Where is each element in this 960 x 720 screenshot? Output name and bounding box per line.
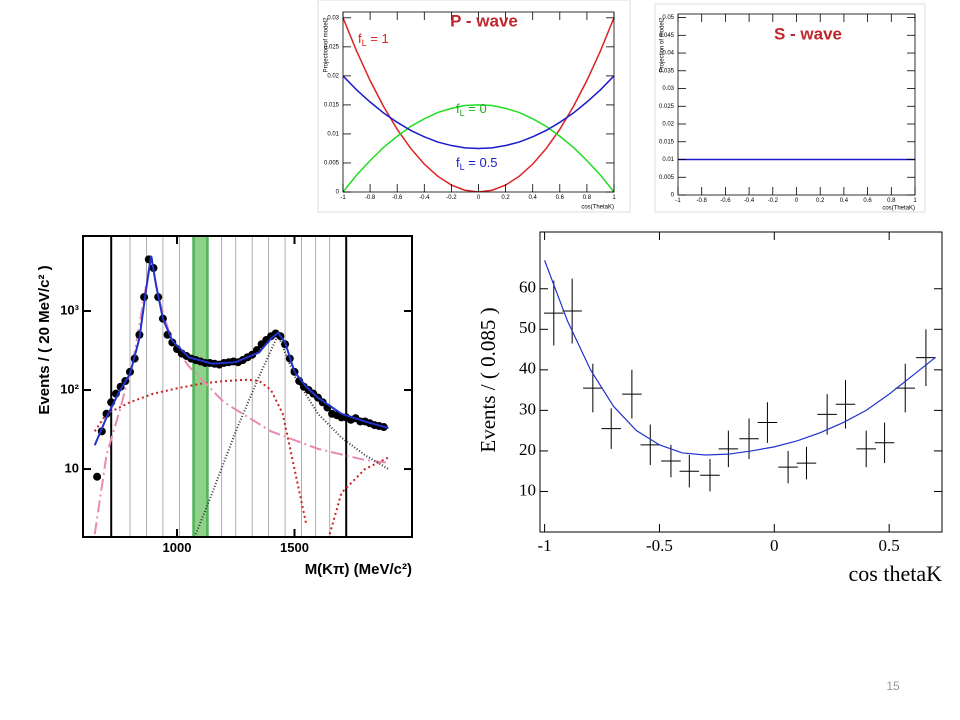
plot-area — [544, 260, 936, 492]
y-tick-label: 0.015 — [659, 139, 675, 145]
y-tick-label: 0.01 — [327, 132, 339, 138]
y-tick-label: 10 — [519, 480, 536, 499]
data-point — [93, 472, 102, 481]
curve — [343, 17, 614, 192]
curve — [328, 456, 389, 535]
x-tick-label: -1 — [675, 198, 681, 204]
annotation-main: f — [456, 155, 460, 170]
x-axis-label: cos thetaK — [849, 561, 943, 586]
y-axis-label: Events / ( 20 MeV/c² ) — [36, 265, 53, 414]
chart-title: S - wave — [774, 24, 842, 43]
plot-frame — [539, 231, 943, 533]
annotation-main: f — [456, 101, 460, 116]
y-tick-label: 60 — [519, 278, 536, 297]
y-tick-label: 0 — [336, 190, 340, 196]
curve — [93, 255, 389, 535]
x-tick-label: -0.5 — [646, 536, 673, 555]
x-tick-label: -1 — [340, 195, 346, 201]
x-tick-label: -0.8 — [365, 195, 376, 201]
page-number: 15 — [886, 679, 900, 693]
x-tick-label: 1 — [612, 195, 616, 201]
y-tick-label: 0.02 — [327, 73, 339, 79]
y-tick-label: 10³ — [60, 302, 79, 317]
y-tick-label: 0.035 — [659, 68, 675, 74]
x-tick-label: 1000 — [163, 540, 192, 555]
x-axis-label: cos(ThetaK) — [882, 206, 915, 212]
x-axis-label: M(Kπ) (MeV/c²) — [305, 561, 412, 578]
curve — [93, 255, 389, 446]
s-wave-canvas — [654, 3, 926, 213]
x-tick-label: -0.6 — [720, 198, 731, 204]
x-tick-label: 0.8 — [887, 198, 896, 204]
curve — [343, 75, 614, 150]
annotation-sub: L — [362, 38, 367, 48]
x-tick-label: 0.2 — [501, 195, 510, 201]
x-tick-label: 0.6 — [556, 195, 565, 201]
x-tick-label: 0.5 — [879, 536, 900, 555]
curve — [194, 332, 390, 535]
curve — [343, 104, 614, 192]
plot-area — [343, 17, 614, 192]
y-tick-label: 0.04 — [662, 51, 674, 57]
x-tick-label: 0.8 — [583, 195, 592, 201]
annotation-sub: L — [460, 162, 465, 172]
y-tick-label: 0.005 — [659, 175, 675, 181]
y-tick-label: 0.01 — [662, 157, 674, 163]
annotation-rest: = 0 — [465, 101, 487, 116]
plot-frame — [82, 235, 413, 538]
annotation: fL = 1 — [358, 31, 389, 48]
y-tick-label: 30 — [519, 399, 536, 418]
x-tick-label: 0 — [795, 198, 799, 204]
y-tick-label: 10² — [60, 381, 79, 396]
y-axis-label: Events / ( 0.085 ) — [476, 307, 500, 452]
x-tick-label: 0 — [477, 195, 481, 201]
x-tick-label: -0.4 — [744, 198, 755, 204]
y-tick-label: 0.025 — [324, 44, 340, 50]
y-tick-label: 0.025 — [659, 104, 675, 110]
x-axis-label: cos(ThetaK) — [581, 205, 614, 211]
x-tick-label: -0.6 — [392, 195, 403, 201]
y-tick-label: 0.005 — [324, 161, 340, 167]
y-tick-label: 10 — [65, 460, 79, 475]
mass-window — [192, 236, 209, 537]
x-tick-label: 1500 — [280, 540, 309, 555]
annotation-rest: = 1 — [367, 31, 389, 46]
annotation-main: f — [358, 31, 362, 46]
y-tick-label: 0.015 — [324, 102, 340, 108]
x-tick-label: -1 — [538, 536, 552, 555]
y-axis-label: Projection of model2 — [660, 17, 666, 72]
chart-title: P - wave — [450, 11, 518, 30]
x-tick-label: 0.4 — [840, 198, 849, 204]
y-tick-label: 0.05 — [662, 15, 674, 21]
annotation-rest: = 0.5 — [465, 155, 498, 170]
p-wave-canvas — [317, 0, 631, 213]
y-tick-label: 0.03 — [662, 86, 674, 92]
y-tick-label: 50 — [519, 318, 536, 337]
y-tick-label: 0.02 — [662, 122, 674, 128]
curve — [544, 260, 936, 456]
x-tick-label: 0.4 — [529, 195, 538, 201]
plot-area — [93, 236, 390, 537]
y-tick-label: 0 — [671, 193, 675, 199]
x-tick-label: 0 — [770, 536, 779, 555]
x-tick-label: -0.8 — [697, 198, 708, 204]
x-tick-label: -0.2 — [446, 195, 457, 201]
y-axis-label: Projection of model2 — [324, 17, 330, 72]
y-tick-label: 0.03 — [327, 15, 339, 21]
y-tick-label: 20 — [519, 440, 536, 459]
annotation: fL = 0 — [456, 101, 487, 118]
annotation-sub: L — [460, 108, 465, 118]
curve — [93, 378, 308, 525]
annotation: fL = 0.5 — [456, 155, 498, 172]
x-tick-label: -0.4 — [419, 195, 430, 201]
y-tick-label: 0.045 — [659, 33, 675, 39]
y-tick-label: 40 — [519, 359, 536, 378]
x-tick-label: 0.2 — [816, 198, 825, 204]
x-tick-label: 0.6 — [863, 198, 872, 204]
x-tick-label: -0.2 — [768, 198, 779, 204]
x-tick-label: 1 — [913, 198, 917, 204]
data-point — [168, 338, 177, 347]
